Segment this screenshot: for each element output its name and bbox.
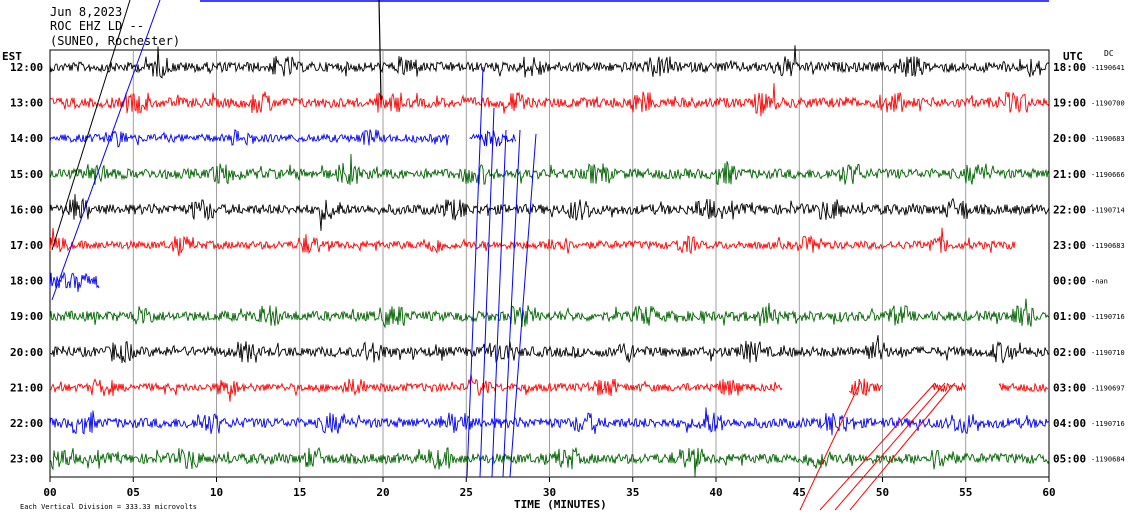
utc-label-7: 01:00: [1053, 310, 1086, 323]
dc-offset-4: -1190714: [1091, 206, 1125, 214]
trace-9-seg-0: [49, 373, 783, 402]
dc-offset-1: -1190700: [1091, 100, 1125, 108]
blue-spike-0: [466, 66, 484, 478]
dc-offset-8: -1190710: [1091, 349, 1125, 357]
utc-label-10: 04:00: [1053, 417, 1086, 430]
est-label-3: 15:00: [10, 168, 43, 181]
utc-label-5: 23:00: [1053, 239, 1086, 252]
est-label-11: 23:00: [10, 453, 43, 466]
blue-diagonal-left: [51, 0, 161, 301]
trace-7-seg-0: [49, 298, 1050, 329]
dc-offset-5: -1190683: [1091, 242, 1125, 250]
scale-note: Each Vertical Division = 333.33 microvol…: [20, 503, 197, 511]
traces: [49, 0, 1050, 511]
trace-10-seg-0: [49, 407, 1050, 436]
trace-9-seg-3: [998, 382, 1049, 393]
trace-4-seg-0: [49, 194, 1050, 231]
red-diagonal-1: [819, 382, 936, 511]
x-tick-00: 00: [43, 486, 56, 499]
dc-label: DC: [1104, 49, 1114, 58]
black-spike-20: [378, 0, 382, 101]
est-hour-labels: 12:00 13:00 14:00 15:00 16:00 17:00 18:00 19:00…: [10, 61, 43, 466]
x-tick-40: 40: [709, 486, 722, 499]
x-tick-35: 35: [626, 486, 639, 499]
dc-offset-9: -1190697: [1091, 384, 1125, 392]
x-tick-10: 10: [210, 486, 223, 499]
utc-label-8: 02:00: [1053, 346, 1086, 359]
utc-label-4: 22:00: [1053, 203, 1086, 216]
trace-9-seg-2: [932, 381, 966, 393]
right-zone-label: UTC: [1063, 50, 1083, 63]
trace-5-seg-0: [49, 227, 1016, 257]
x-tick-55: 55: [959, 486, 972, 499]
red-diagonal-0: [799, 382, 861, 511]
est-label-2: 14:00: [10, 132, 43, 145]
est-label-10: 22:00: [10, 417, 43, 430]
x-tick-50: 50: [876, 486, 889, 499]
header-date: Jun 8,2023: [50, 5, 122, 19]
utc-label-2: 20:00: [1053, 132, 1086, 145]
trace-0-seg-0: [49, 45, 1050, 79]
est-label-1: 13:00: [10, 97, 43, 110]
est-label-5: 17:00: [10, 239, 43, 252]
trace-11-seg-0: [49, 446, 1050, 477]
blue-spike-1: [479, 107, 495, 478]
dc-offset-6: -nan: [1091, 278, 1108, 286]
red-diagonal-3: [849, 382, 956, 511]
dc-offset-10: -1190716: [1091, 420, 1125, 428]
blue-spike-3: [502, 129, 521, 478]
est-label-0: 12:00: [10, 61, 43, 74]
left-zone-label: EST: [2, 50, 22, 63]
utc-label-3: 21:00: [1053, 168, 1086, 181]
red-diagonal-2: [834, 382, 946, 511]
utc-label-6: 00:00: [1053, 275, 1086, 288]
trace-2-seg-0: [49, 128, 450, 148]
black-diagonal-left: [51, 0, 131, 251]
x-tick-45: 45: [793, 486, 806, 499]
x-tick-60: 60: [1042, 486, 1055, 499]
x-tick-15: 15: [293, 486, 306, 499]
utc-label-0: 18:00: [1053, 61, 1086, 74]
utc-label-11: 05:00: [1053, 453, 1086, 466]
x-axis-title: TIME (MINUTES): [514, 498, 607, 511]
est-label-7: 19:00: [10, 310, 43, 323]
est-label-9: 21:00: [10, 381, 43, 394]
dc-offset-7: -1190716: [1091, 313, 1125, 321]
dc-offset-0: -1190641: [1091, 64, 1125, 72]
est-label-4: 16:00: [10, 203, 43, 216]
header-station: ROC EHZ LD --: [50, 19, 144, 33]
trace-3-seg-0: [49, 153, 1050, 186]
blue-spike-2: [491, 129, 507, 478]
x-tick-labels: 00 05 10 15 20 25 30 35 40 45 50 55 60: [43, 477, 1056, 499]
est-label-8: 20:00: [10, 346, 43, 359]
x-tick-05: 05: [127, 486, 140, 499]
utc-label-9: 03:00: [1053, 381, 1086, 394]
utc-label-1: 19:00: [1053, 97, 1086, 110]
dc-offset-3: -1190666: [1091, 171, 1125, 179]
x-tick-30: 30: [543, 486, 556, 499]
blue-spike-4: [509, 133, 537, 478]
trace-8-seg-0: [50, 335, 1050, 365]
trace-9-seg-1: [848, 378, 883, 396]
dc-offset-2: -1190683: [1091, 135, 1125, 143]
x-tick-20: 20: [376, 486, 389, 499]
trace-1-seg-0: [49, 83, 1050, 117]
dc-offset-11: -1190684: [1091, 456, 1125, 464]
header-network: (SUNEO, Rochester): [50, 34, 180, 48]
utc-hour-labels: 18:00 -1190641 19:00 -1190700 20:00 -1190683 2…: [1053, 61, 1125, 466]
x-tick-25: 25: [460, 486, 473, 499]
est-label-6: 18:00: [10, 275, 43, 288]
